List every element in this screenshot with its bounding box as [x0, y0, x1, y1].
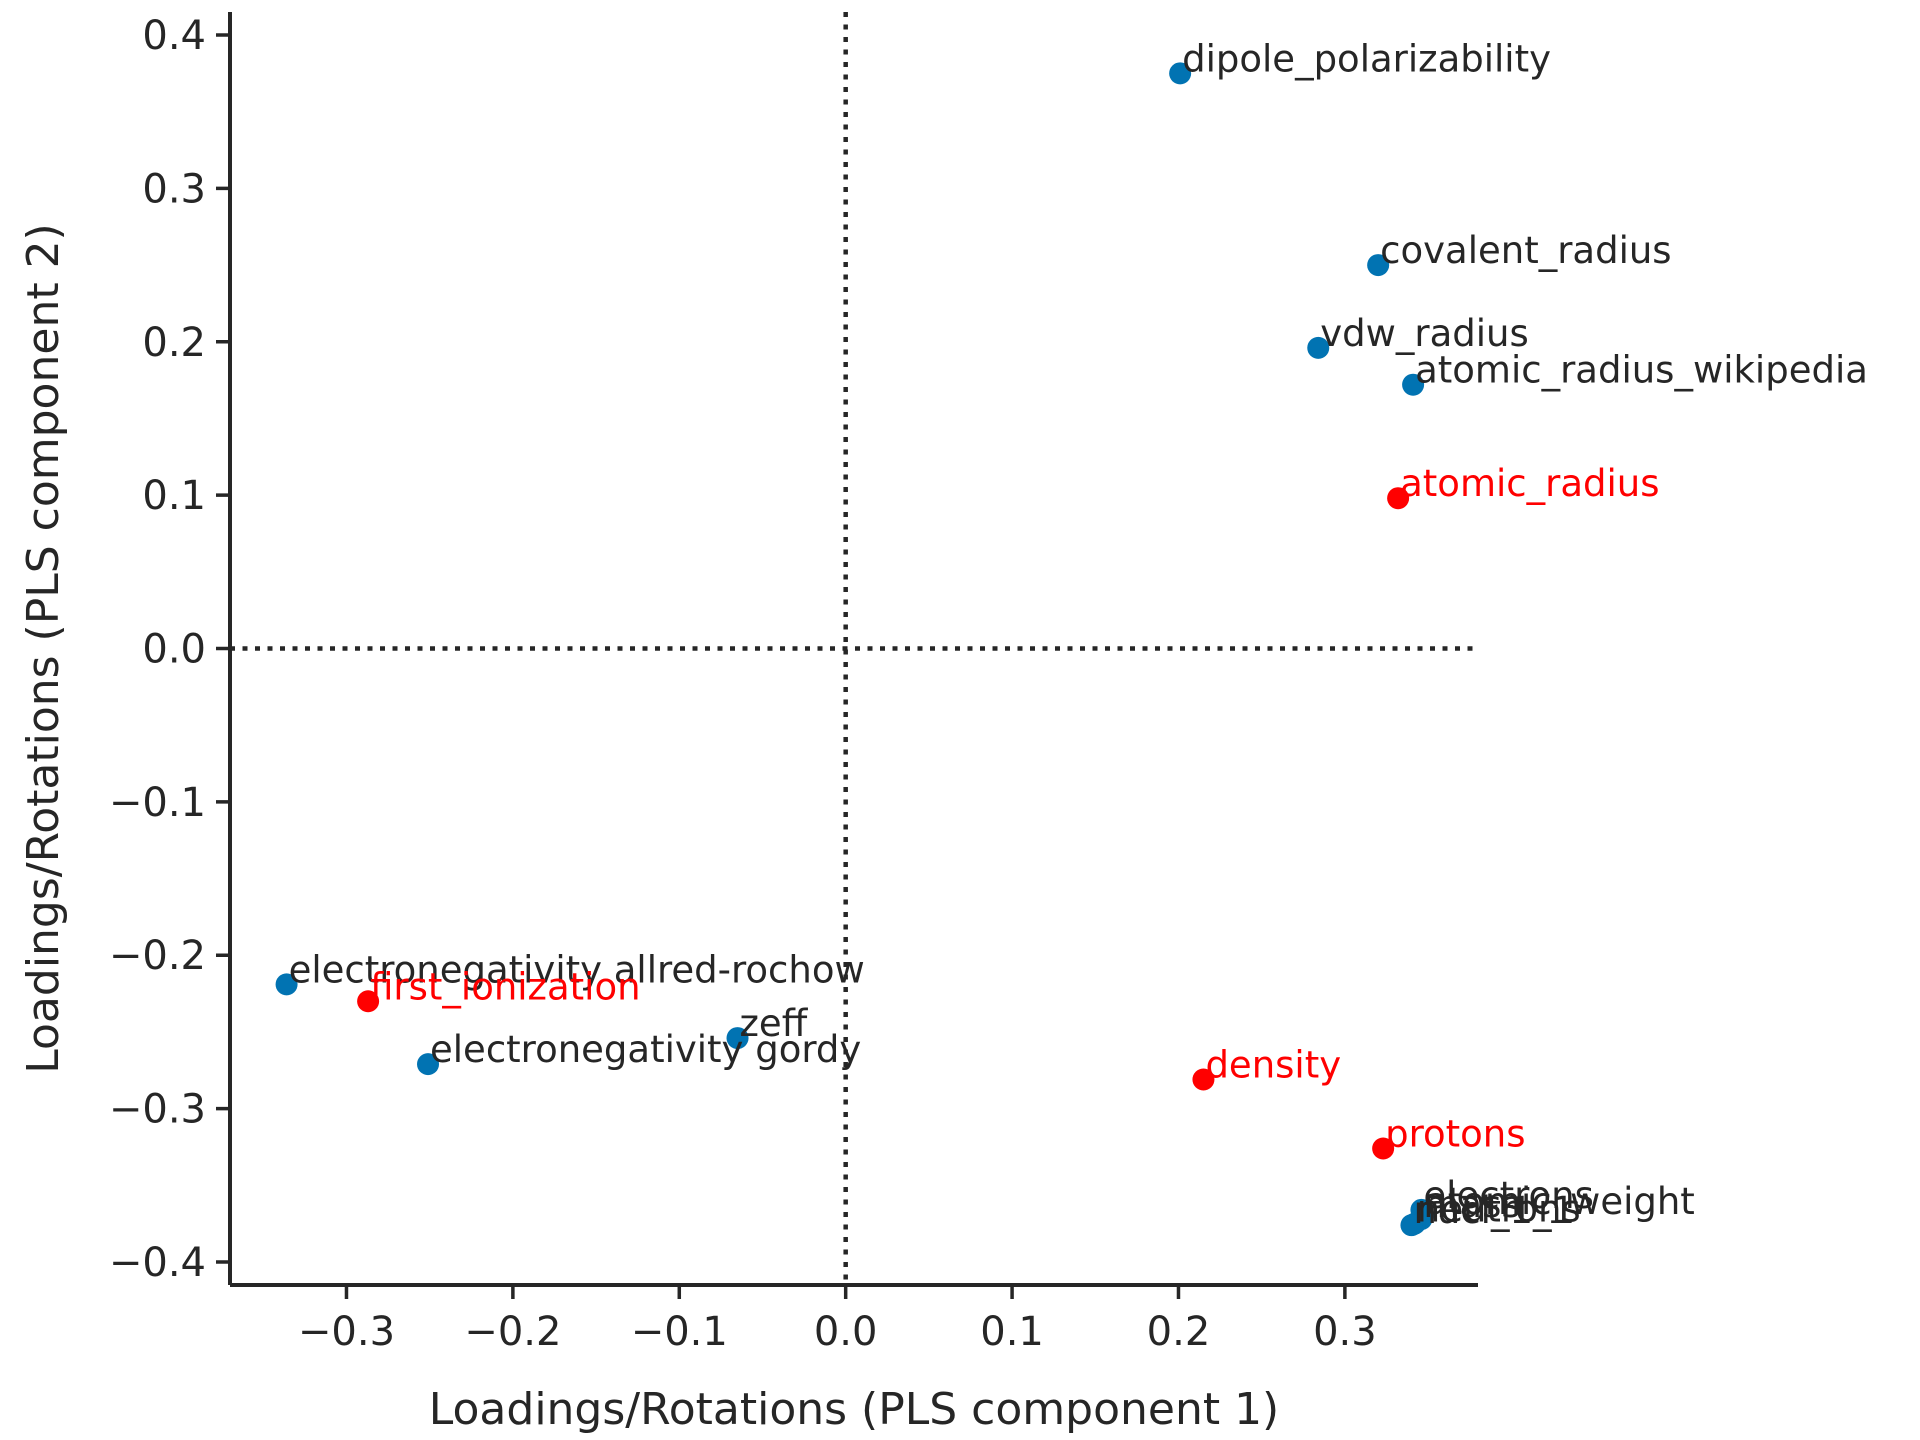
- data-points: [275, 62, 1435, 1237]
- point-electronegativity-gordy: [417, 1053, 440, 1076]
- y-tick-label: −0.4: [109, 1240, 206, 1286]
- y-tick-label: 0.4: [142, 13, 206, 59]
- reference-lines: [230, 12, 1478, 1285]
- label-atomic-radius-wikipedia: atomic_radius_wikipedia: [1415, 349, 1868, 392]
- x-axis-title: Loadings/Rotations (PLS component 1): [429, 1384, 1279, 1435]
- label-first-ionization: first_ionization: [370, 965, 640, 1008]
- y-tick-label: 0.0: [142, 627, 206, 673]
- label-atomic-weight: atomic_weight: [1425, 1180, 1695, 1223]
- x-tick-label: −0.3: [298, 1309, 395, 1355]
- point-nucl-1-1: [1400, 1214, 1423, 1237]
- y-tick-label: −0.2: [109, 933, 206, 979]
- y-tick-label: −0.1: [109, 780, 206, 826]
- x-tick-label: 0.0: [814, 1309, 878, 1355]
- point-labels: dipole_polarizability covalent_radius vdw_…: [289, 37, 1868, 1232]
- axes: −0.3 −0.2 −0.1 0.0 0.1 0.2 0.3 0.4 0.3 0.2 0.1 0.0 −…: [109, 12, 1478, 1355]
- point-first-ionization: [357, 990, 380, 1013]
- y-tick-label: 0.2: [142, 320, 206, 366]
- point-atomic-radius: [1387, 487, 1410, 510]
- point-dipole-polarizability: [1169, 62, 1192, 85]
- label-dipole-polarizability: dipole_polarizability: [1182, 37, 1551, 80]
- label-density: density: [1205, 1043, 1341, 1086]
- x-tick-label: 0.2: [1147, 1309, 1211, 1355]
- point-vdw-radius: [1307, 336, 1330, 359]
- label-protons: protons: [1385, 1112, 1525, 1155]
- point-density: [1192, 1068, 1215, 1091]
- label-nucl-1-1: nucl_1_1: [1413, 1189, 1575, 1232]
- label-vdw-radius: vdw_radius: [1320, 312, 1529, 355]
- label-zeff: zeff: [740, 1002, 809, 1045]
- label-covalent-radius: covalent_radius: [1380, 229, 1671, 272]
- x-tick-label: −0.2: [464, 1309, 561, 1355]
- label-electronegativity-allred-rochow: electronegativity allred-rochow: [289, 948, 865, 991]
- point-atomic-radius-wikipedia: [1402, 373, 1425, 396]
- label-atomic-radius: atomic_radius: [1400, 462, 1659, 505]
- label-electronegativity-gordy: electronegativity gordy: [430, 1028, 861, 1071]
- y-axis-title: Loadings/Rotations (PLS component 2): [18, 223, 69, 1073]
- point-covalent-radius: [1367, 254, 1390, 277]
- y-tick-label: 0.1: [142, 473, 206, 519]
- label-electrons: electrons: [1423, 1174, 1593, 1217]
- y-tick-label: 0.3: [142, 166, 206, 212]
- point-protons: [1372, 1137, 1395, 1160]
- label-mass: mass: [1423, 1183, 1520, 1226]
- x-tick-label: −0.1: [631, 1309, 728, 1355]
- point-electronegativity-allred-rochow: [275, 973, 298, 996]
- point-zeff: [726, 1027, 749, 1050]
- x-tick-label: 0.1: [980, 1309, 1044, 1355]
- label-neutrons: neutrons: [1417, 1188, 1581, 1231]
- y-tick-label: −0.3: [109, 1087, 206, 1133]
- x-tick-label: 0.3: [1313, 1309, 1377, 1355]
